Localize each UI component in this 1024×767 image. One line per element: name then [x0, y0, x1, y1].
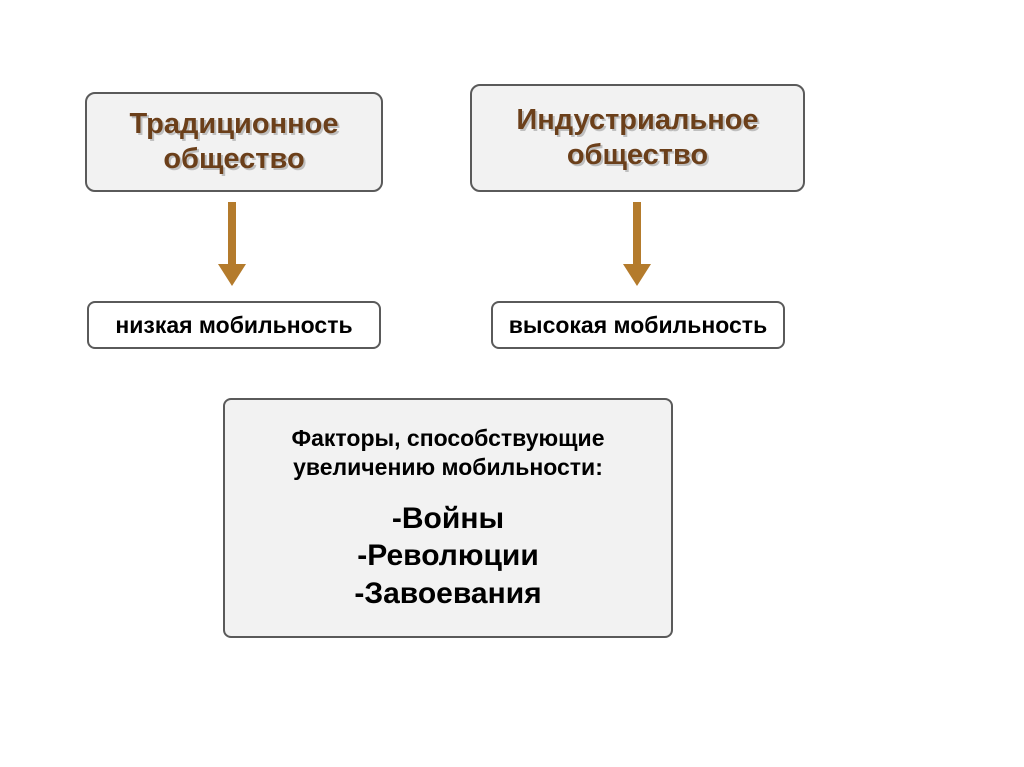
factors-item: -Революции — [357, 537, 539, 575]
factors-title: Факторы, способствующиеувеличению мобиль… — [292, 424, 605, 482]
mid-box-high-mobility: высокая мобильность — [491, 301, 785, 349]
factors-item: -Завоевания — [354, 575, 541, 613]
factors-item: -Войны — [392, 500, 504, 538]
top-box-traditional: Традиционноеобщество — [85, 92, 383, 192]
mid-box-label: низкая мобильность — [115, 312, 352, 339]
mid-box-label: высокая мобильность — [509, 312, 767, 339]
top-box-industrial: Индустриальноеобщество — [470, 84, 805, 192]
arrow-down-icon — [623, 202, 651, 286]
top-box-label: Индустриальноеобщество — [516, 103, 758, 173]
mid-box-low-mobility: низкая мобильность — [87, 301, 381, 349]
arrow-down-icon — [218, 202, 246, 286]
top-box-label: Традиционноеобщество — [130, 107, 339, 177]
factors-box: Факторы, способствующиеувеличению мобиль… — [223, 398, 673, 638]
